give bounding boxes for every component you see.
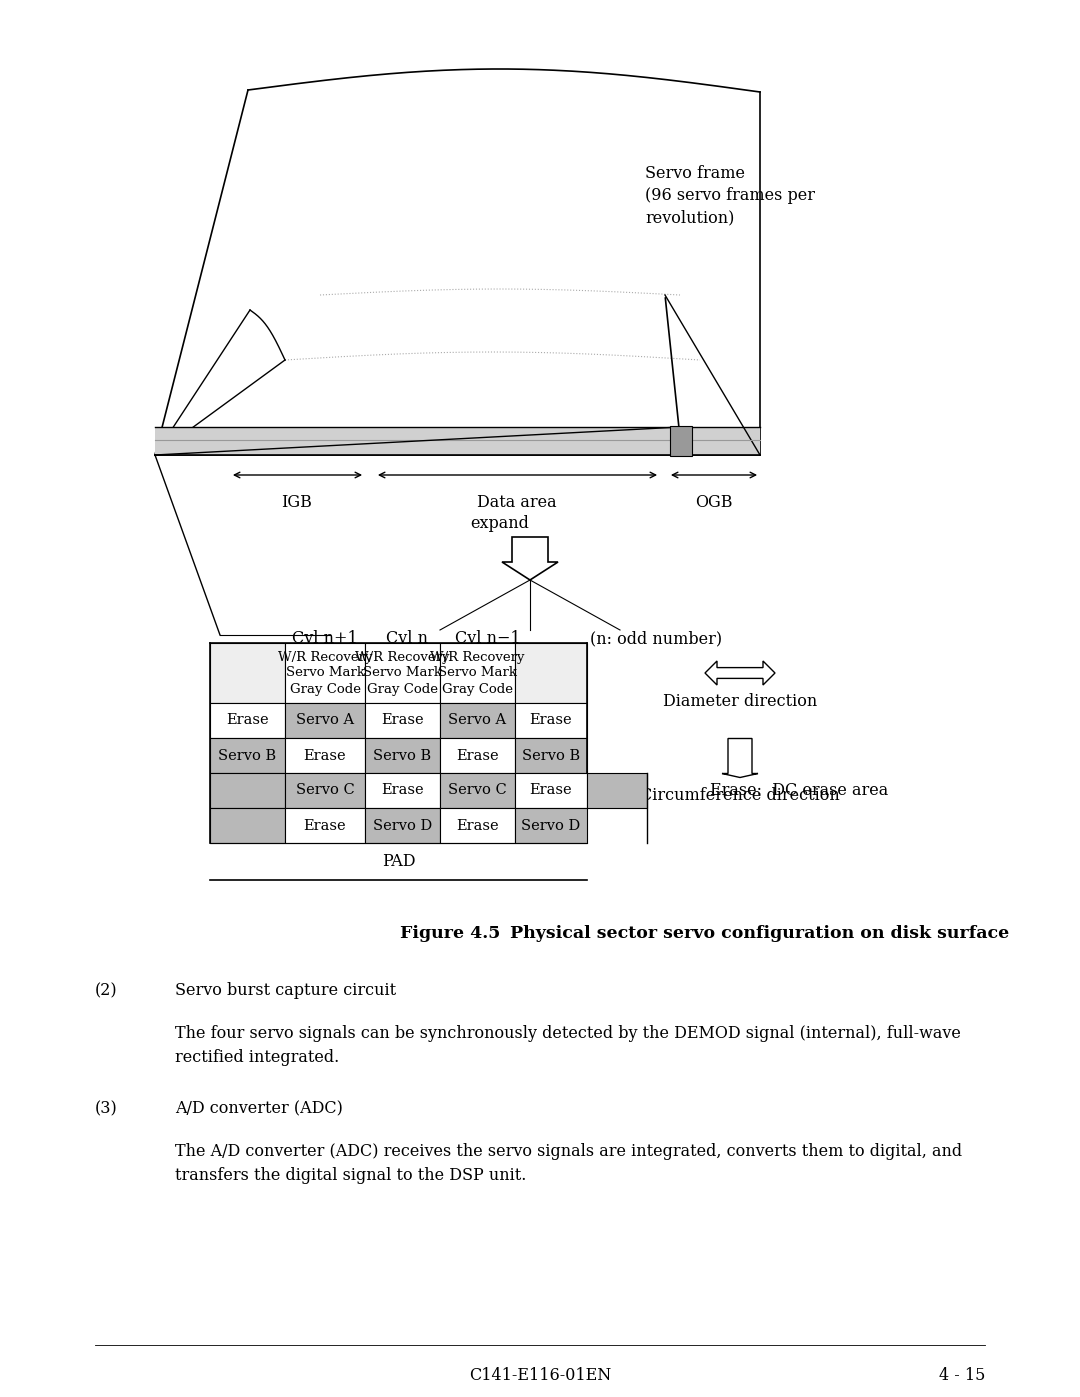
Text: Servo frame
(96 servo frames per
revolution): Servo frame (96 servo frames per revolut… bbox=[645, 165, 815, 226]
Text: Erase: Erase bbox=[381, 714, 423, 728]
Text: Erase: Erase bbox=[456, 749, 499, 763]
Text: (3): (3) bbox=[95, 1099, 118, 1118]
Bar bbox=[285, 773, 365, 807]
Bar bbox=[210, 773, 285, 807]
Text: Servo D: Servo D bbox=[522, 819, 581, 833]
Text: Erase: Erase bbox=[529, 784, 572, 798]
Bar bbox=[285, 643, 365, 703]
Bar bbox=[515, 807, 588, 842]
Polygon shape bbox=[502, 536, 558, 580]
Text: Cyl n+1: Cyl n+1 bbox=[292, 630, 357, 647]
Bar bbox=[210, 643, 285, 703]
Text: W/R Recovery
Servo Mark
Gray Code: W/R Recovery Servo Mark Gray Code bbox=[430, 651, 525, 696]
Text: Physical sector servo configuration on disk surface: Physical sector servo configuration on d… bbox=[510, 925, 1009, 942]
Text: Servo C: Servo C bbox=[448, 784, 507, 798]
Text: Servo burst capture circuit: Servo burst capture circuit bbox=[175, 982, 396, 999]
Bar bbox=[515, 643, 588, 703]
Bar bbox=[670, 426, 692, 455]
Text: The A/D converter (ADC) receives the servo signals are integrated, converts them: The A/D converter (ADC) receives the ser… bbox=[175, 1143, 962, 1183]
Bar bbox=[440, 773, 515, 807]
Text: Data area: Data area bbox=[477, 495, 557, 511]
Text: Circumference direction: Circumference direction bbox=[640, 788, 840, 805]
Text: W/R Recovery
Servo Mark
Gray Code: W/R Recovery Servo Mark Gray Code bbox=[355, 651, 449, 696]
Polygon shape bbox=[705, 661, 775, 685]
Bar bbox=[210, 703, 285, 738]
Text: Cyl n−1: Cyl n−1 bbox=[455, 630, 521, 647]
Bar bbox=[285, 738, 365, 773]
Text: expand: expand bbox=[471, 515, 529, 532]
Text: C141-E116-01EN: C141-E116-01EN bbox=[469, 1368, 611, 1384]
Bar bbox=[440, 703, 515, 738]
Bar bbox=[365, 773, 440, 807]
Text: Figure 4.5: Figure 4.5 bbox=[400, 925, 500, 942]
Text: Erase: Erase bbox=[303, 819, 347, 833]
Text: PAD: PAD bbox=[381, 854, 415, 870]
Bar bbox=[515, 773, 588, 807]
Text: Servo B: Servo B bbox=[522, 749, 580, 763]
Bar bbox=[440, 643, 515, 703]
Text: Servo B: Servo B bbox=[374, 749, 432, 763]
Text: Servo B: Servo B bbox=[218, 749, 276, 763]
Bar bbox=[156, 427, 760, 455]
Bar bbox=[515, 703, 588, 738]
Text: Erase: Erase bbox=[381, 784, 423, 798]
Text: 4 - 15: 4 - 15 bbox=[939, 1368, 985, 1384]
Bar bbox=[588, 773, 647, 807]
Text: Servo C: Servo C bbox=[296, 784, 354, 798]
Text: The four servo signals can be synchronously detected by the DEMOD signal (intern: The four servo signals can be synchronou… bbox=[175, 1025, 961, 1066]
Bar bbox=[285, 807, 365, 842]
Text: Diameter direction: Diameter direction bbox=[663, 693, 818, 710]
Text: Cyl n: Cyl n bbox=[387, 630, 429, 647]
Bar bbox=[210, 738, 285, 773]
Bar bbox=[365, 738, 440, 773]
Bar bbox=[440, 738, 515, 773]
Bar bbox=[515, 738, 588, 773]
Text: A/D converter (ADC): A/D converter (ADC) bbox=[175, 1099, 342, 1118]
Text: (2): (2) bbox=[95, 982, 118, 999]
Text: Erase: Erase bbox=[529, 714, 572, 728]
Bar bbox=[365, 703, 440, 738]
Bar bbox=[210, 807, 285, 842]
Text: Erase:  DC erase area: Erase: DC erase area bbox=[710, 782, 888, 799]
Text: Erase: Erase bbox=[303, 749, 347, 763]
Text: Erase: Erase bbox=[456, 819, 499, 833]
Bar bbox=[365, 643, 440, 703]
Text: Servo A: Servo A bbox=[296, 714, 354, 728]
Text: (n: odd number): (n: odd number) bbox=[590, 630, 723, 647]
Bar bbox=[365, 807, 440, 842]
Bar bbox=[440, 807, 515, 842]
Polygon shape bbox=[723, 739, 758, 778]
Text: OGB: OGB bbox=[696, 495, 732, 511]
Text: IGB: IGB bbox=[282, 495, 312, 511]
Text: Erase: Erase bbox=[226, 714, 269, 728]
Text: Servo A: Servo A bbox=[448, 714, 507, 728]
Text: Servo D: Servo D bbox=[373, 819, 432, 833]
Text: W/R Recovery
Servo Mark
Gray Code: W/R Recovery Servo Mark Gray Code bbox=[278, 651, 373, 696]
Bar bbox=[285, 703, 365, 738]
